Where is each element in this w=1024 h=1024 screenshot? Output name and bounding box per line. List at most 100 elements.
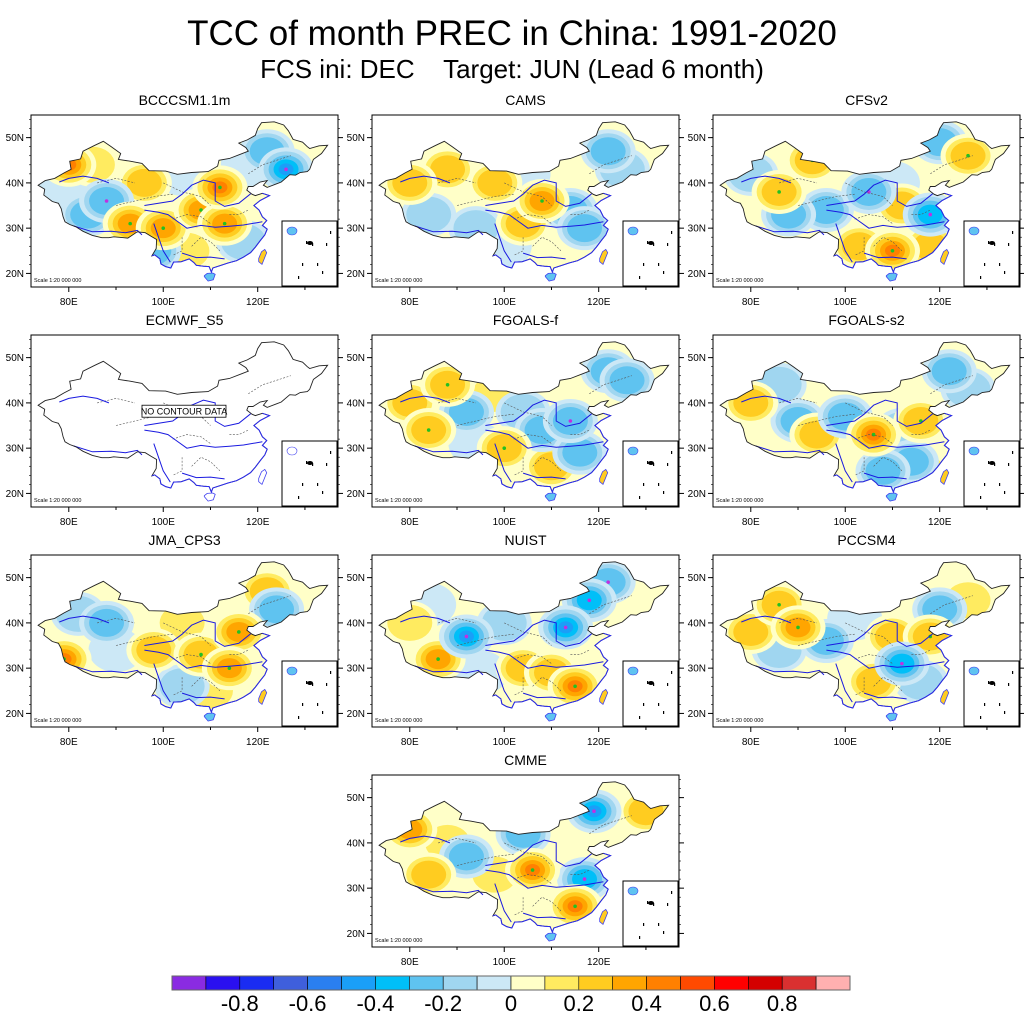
taiwan-outline bbox=[258, 688, 268, 706]
inset-island-mark bbox=[317, 703, 319, 706]
scale-label: Scale 1:20 000 000 bbox=[716, 278, 763, 284]
province-border bbox=[513, 457, 524, 476]
map-panel: JMA_CPS3 20N 30N 40N 50N 80E 100E 120E Scale 1:2… bbox=[6, 532, 343, 748]
inset-island-mark bbox=[330, 231, 332, 234]
inset-island-mark bbox=[330, 451, 332, 454]
river-line bbox=[400, 175, 451, 184]
province-border bbox=[930, 595, 973, 615]
inset-island-mark bbox=[647, 901, 649, 904]
y-tick-label: 50N bbox=[688, 353, 706, 364]
river-line bbox=[755, 445, 825, 456]
scale-label: Scale 1:20 000 000 bbox=[375, 938, 422, 944]
inset-island-mark bbox=[663, 931, 665, 934]
colorbar: -0.8 -0.6 -0.4 -0.2 0 0.2 0.4 0.6 0.8 bbox=[171, 975, 851, 1016]
inset-island bbox=[286, 666, 298, 676]
subtitle-init: FCS ini: DEC bbox=[260, 54, 415, 84]
river-line bbox=[826, 429, 945, 449]
river-line bbox=[181, 472, 225, 480]
hainan-island bbox=[204, 273, 216, 282]
province-border bbox=[845, 402, 893, 426]
river-line bbox=[400, 395, 451, 404]
colorbar-tick-label: 0.6 bbox=[699, 991, 730, 1016]
river-line bbox=[522, 912, 566, 920]
river-line bbox=[181, 692, 225, 700]
inset-island-mark bbox=[989, 681, 995, 685]
province-border bbox=[854, 677, 865, 696]
inset-island-mark bbox=[989, 461, 995, 465]
river-line bbox=[73, 445, 143, 456]
x-tick-label: 80E bbox=[60, 297, 78, 308]
y-tick-label: 40N bbox=[688, 398, 706, 409]
province-border bbox=[513, 654, 552, 664]
province-border bbox=[248, 595, 291, 615]
inset-island-mark bbox=[307, 681, 313, 685]
y-tick-label: 30N bbox=[688, 224, 706, 235]
river-line bbox=[522, 472, 566, 480]
inset-island-mark bbox=[307, 241, 313, 245]
y-tick-label: 50N bbox=[688, 133, 706, 144]
river-line bbox=[863, 252, 907, 260]
map-panel: FGOALS-f 20N 30N 40N 50N 80E 100E 120E Scale 1:2… bbox=[347, 312, 684, 528]
province-border bbox=[191, 676, 221, 692]
x-tick-label: 100E bbox=[152, 297, 176, 308]
province-border bbox=[797, 193, 855, 206]
y-tick-label: 20N bbox=[6, 269, 24, 280]
hainan-outline bbox=[544, 712, 557, 722]
y-tick-label: 50N bbox=[6, 133, 24, 144]
hainan-outline bbox=[544, 932, 557, 942]
x-tick-label: 100E bbox=[493, 957, 517, 968]
panel-title: FGOALS-f bbox=[493, 312, 558, 328]
tcc-region bbox=[567, 214, 603, 243]
y-tick-label: 40N bbox=[6, 398, 24, 409]
inset-island-mark bbox=[994, 243, 996, 246]
taiwan-island bbox=[599, 469, 608, 485]
inset-island-mark bbox=[302, 483, 304, 486]
river-line bbox=[494, 883, 512, 923]
river-line bbox=[826, 619, 933, 647]
colorbar-swatch bbox=[510, 975, 546, 991]
significance-dot bbox=[871, 432, 876, 437]
colorbar-swatch bbox=[273, 975, 308, 991]
river-line bbox=[181, 252, 225, 260]
y-tick-label: 30N bbox=[688, 664, 706, 675]
inset-island-mark bbox=[648, 241, 654, 245]
inset-island-mark bbox=[980, 716, 982, 719]
coastline bbox=[151, 632, 271, 714]
inset-island-mark bbox=[643, 703, 645, 706]
x-tick-label: 120E bbox=[246, 297, 270, 308]
river-line bbox=[153, 663, 171, 703]
map-panel: CMME 20N 30N 40N 50N 80E 100E 120E Scale 1:20 00… bbox=[347, 752, 684, 968]
y-tick-label: 20N bbox=[6, 709, 24, 720]
tcc-region bbox=[406, 196, 452, 233]
y-tick-label: 20N bbox=[688, 489, 706, 500]
taiwan-outline bbox=[258, 248, 268, 266]
taiwan-island bbox=[599, 689, 608, 705]
river-line bbox=[485, 209, 604, 229]
province-border bbox=[115, 193, 173, 206]
y-tick-label: 30N bbox=[6, 224, 24, 235]
y-tick-label: 30N bbox=[347, 664, 365, 675]
tcc-region bbox=[865, 456, 901, 485]
inset-island bbox=[627, 666, 639, 676]
inset-island-mark bbox=[302, 703, 304, 706]
river-line bbox=[485, 179, 592, 207]
taiwan-outline bbox=[940, 468, 950, 486]
river-line bbox=[826, 209, 945, 229]
inset-island-mark bbox=[312, 243, 314, 246]
province-border bbox=[229, 429, 249, 435]
significance-dot bbox=[573, 684, 577, 689]
colorbar-swatch bbox=[544, 975, 580, 991]
inset-island bbox=[627, 446, 639, 456]
y-tick-label: 50N bbox=[6, 353, 24, 364]
province-border bbox=[532, 236, 562, 252]
inset-island-mark bbox=[984, 483, 986, 486]
y-tick-label: 30N bbox=[6, 444, 24, 455]
river-line bbox=[835, 223, 853, 263]
significance-dot bbox=[284, 167, 288, 172]
river-line bbox=[835, 663, 853, 703]
colorbar-tick-label: 0.8 bbox=[767, 991, 798, 1016]
x-tick-label: 120E bbox=[928, 517, 952, 528]
inset-island-mark bbox=[298, 276, 300, 279]
panel-title: FGOALS-s2 bbox=[828, 312, 904, 328]
